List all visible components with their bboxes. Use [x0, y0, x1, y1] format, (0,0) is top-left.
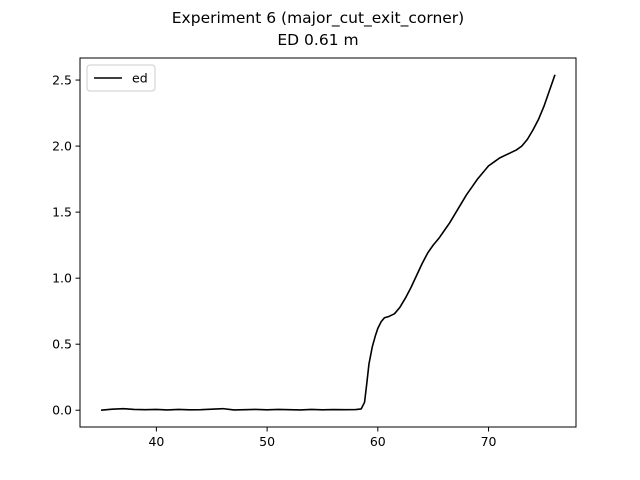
y-tick-label: 2.5: [52, 73, 72, 88]
series-line-ed: [100, 74, 556, 412]
x-axis: 40 50 60 70: [148, 427, 497, 449]
y-axis: 0.0 0.5 1.0 1.5 2.0 2.5: [52, 73, 80, 418]
x-tick-label: 60: [370, 434, 386, 449]
chart-subtitle: ED 0.61 m: [277, 31, 358, 49]
y-tick-label: 0.5: [52, 337, 72, 352]
x-tick-label: 40: [148, 434, 164, 449]
axes-frame: [79, 57, 577, 428]
x-tick-label: 70: [481, 434, 497, 449]
legend: ed: [86, 64, 156, 92]
legend-label-ed: ed: [132, 71, 148, 86]
y-tick-label: 2.0: [52, 139, 72, 154]
chart-title: Experiment 6 (major_cut_exit_corner): [172, 9, 464, 28]
plot-area: [79, 57, 577, 428]
y-tick-label: 1.5: [52, 205, 72, 220]
y-tick-label: 0.0: [52, 403, 72, 418]
x-tick-label: 50: [259, 434, 275, 449]
y-tick-label: 1.0: [52, 271, 72, 286]
